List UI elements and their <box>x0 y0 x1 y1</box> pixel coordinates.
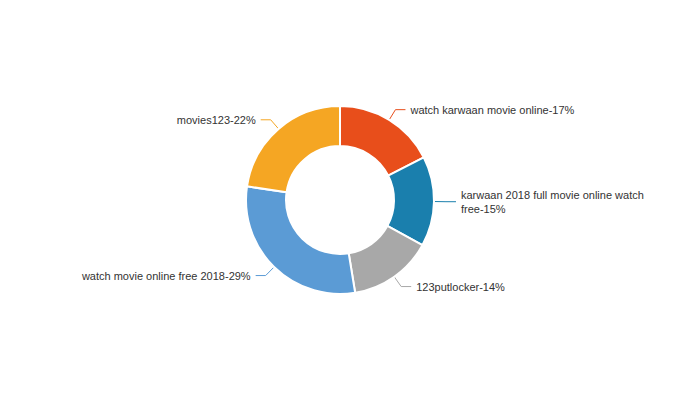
svg-text:free-15%: free-15% <box>461 203 506 215</box>
svg-text:123putlocker-14%: 123putlocker-14% <box>416 281 505 293</box>
svg-text:karwaan 2018 full movie online: karwaan 2018 full movie online watch <box>461 189 647 201</box>
svg-text:movies123-22%: movies123-22% <box>177 114 256 126</box>
svg-text:watch karwaan movie online-17%: watch karwaan movie online-17% <box>409 104 574 116</box>
svg-text:watch movie online free 2018-2: watch movie online free 2018-29% <box>81 270 251 282</box>
